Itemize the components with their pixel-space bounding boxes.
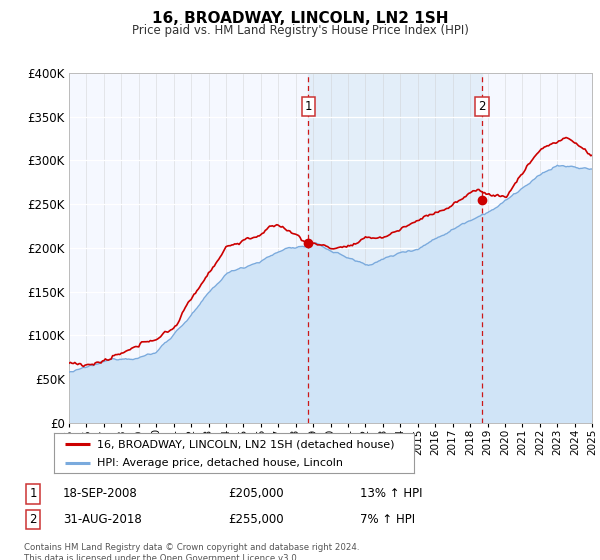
Text: 2: 2 (478, 100, 485, 113)
Text: HPI: Average price, detached house, Lincoln: HPI: Average price, detached house, Linc… (97, 458, 343, 468)
Text: 2: 2 (29, 513, 37, 526)
Text: 7% ↑ HPI: 7% ↑ HPI (360, 513, 415, 526)
Text: 13% ↑ HPI: 13% ↑ HPI (360, 487, 422, 501)
Text: 1: 1 (29, 487, 37, 501)
Text: Price paid vs. HM Land Registry's House Price Index (HPI): Price paid vs. HM Land Registry's House … (131, 24, 469, 36)
Text: £205,000: £205,000 (228, 487, 284, 501)
Text: £255,000: £255,000 (228, 513, 284, 526)
Text: 16, BROADWAY, LINCOLN, LN2 1SH: 16, BROADWAY, LINCOLN, LN2 1SH (152, 11, 448, 26)
Text: 31-AUG-2018: 31-AUG-2018 (63, 513, 142, 526)
Bar (308, 73, 482, 423)
Text: 18-SEP-2008: 18-SEP-2008 (63, 487, 138, 501)
Text: 1: 1 (305, 100, 312, 113)
Text: Contains HM Land Registry data © Crown copyright and database right 2024.
This d: Contains HM Land Registry data © Crown c… (24, 543, 359, 560)
Text: 16, BROADWAY, LINCOLN, LN2 1SH (detached house): 16, BROADWAY, LINCOLN, LN2 1SH (detached… (97, 439, 395, 449)
